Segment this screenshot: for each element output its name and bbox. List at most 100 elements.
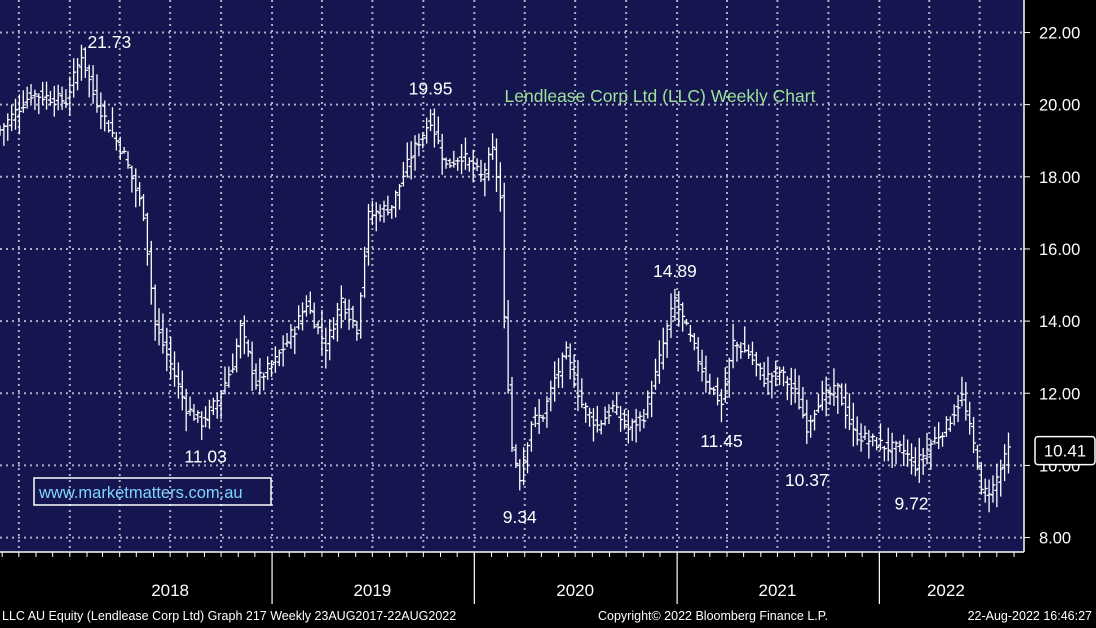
price-bar — [777, 366, 783, 386]
price-bar — [656, 340, 662, 384]
price-bar — [331, 317, 337, 340]
price-bar — [559, 352, 565, 388]
price-bar — [951, 404, 957, 426]
price-bar — [102, 100, 108, 132]
price-bar — [827, 386, 833, 405]
price-bar — [20, 90, 26, 113]
price-bar — [963, 382, 969, 421]
price-bar — [691, 333, 697, 351]
price-bar — [455, 157, 461, 171]
price-bar — [40, 81, 46, 106]
year-label: 2020 — [556, 581, 594, 600]
price-bar — [722, 367, 728, 403]
price-annotation: 11.03 — [184, 446, 227, 466]
last-price-label: 10.41 — [1044, 442, 1087, 461]
price-bar — [144, 212, 150, 266]
price-bar — [393, 190, 399, 218]
price-bar — [594, 405, 600, 433]
price-bar — [556, 358, 562, 389]
price-bar — [129, 165, 135, 193]
price-bar — [338, 285, 344, 329]
price-bar — [971, 416, 977, 454]
price-bar — [978, 462, 984, 495]
price-bar — [373, 202, 379, 232]
price-bar — [443, 157, 449, 169]
price-bar — [858, 423, 864, 452]
footer-copyright: Copyright© 2022 Bloomberg Finance L.P. — [598, 609, 828, 623]
price-bar — [676, 290, 682, 327]
price-bar — [718, 389, 724, 423]
price-bar — [850, 402, 856, 447]
price-bar — [738, 342, 744, 359]
price-bar — [796, 375, 802, 410]
price-bar — [753, 351, 759, 377]
price-bar — [86, 64, 92, 98]
price-bar — [164, 327, 170, 372]
price-bar — [303, 295, 309, 317]
footer-timestamp: 22-Aug-2022 16:46:27 — [967, 609, 1092, 623]
plot-background — [0, 0, 1024, 552]
price-bar — [781, 366, 787, 387]
price-bar — [587, 407, 593, 427]
price-bar — [901, 434, 907, 467]
price-bar — [288, 324, 294, 349]
y-tick-label: 18.00 — [1039, 169, 1080, 187]
price-bar — [94, 74, 100, 113]
price-bar — [307, 291, 313, 314]
price-bar — [385, 195, 391, 216]
price-annotation: 9.72 — [894, 494, 928, 514]
price-bar — [730, 323, 736, 369]
price-bar — [808, 415, 814, 438]
price-bar — [602, 406, 608, 426]
price-bar — [482, 162, 488, 197]
price-bar — [912, 447, 918, 477]
price-bar — [804, 399, 810, 445]
grid-lines — [0, 0, 1024, 552]
price-bar — [862, 425, 868, 441]
price-bar — [276, 349, 282, 367]
price-bar — [230, 353, 236, 374]
price-bar — [470, 149, 476, 183]
price-bar — [354, 320, 360, 341]
price-bar — [877, 423, 883, 451]
price-bar — [788, 367, 794, 406]
price-bar — [346, 299, 352, 330]
price-bar — [431, 108, 437, 148]
price-bar — [579, 378, 585, 408]
price-bar — [75, 58, 81, 91]
price-bar — [916, 437, 922, 483]
price-bar — [769, 372, 775, 399]
price-bar — [47, 90, 53, 106]
price-bar — [63, 89, 69, 108]
price-bar — [160, 313, 166, 354]
price-bar — [994, 463, 1000, 508]
price-bar — [645, 390, 651, 419]
price-bar — [823, 376, 829, 417]
price-bar — [133, 168, 139, 208]
price-bar — [497, 162, 503, 212]
price-bar — [214, 392, 220, 419]
last-price-tag: 10.41 — [1034, 435, 1096, 466]
price-annotation: 10.37 — [785, 470, 829, 490]
price-bar — [183, 388, 189, 432]
price-bar — [412, 135, 418, 171]
year-label: 2019 — [353, 581, 391, 600]
year-label: 2021 — [759, 581, 797, 600]
price-bar — [928, 439, 934, 470]
price-bar — [327, 319, 333, 361]
price-annotation: 9.34 — [503, 507, 537, 527]
price-bar — [854, 416, 860, 446]
price-bar — [226, 366, 232, 388]
price-bar — [67, 76, 73, 116]
price-bar — [664, 322, 670, 359]
price-bar — [203, 406, 209, 428]
price-bar — [199, 411, 205, 440]
price-annotation: 19.95 — [409, 78, 453, 98]
price-bar — [141, 194, 147, 222]
price-bar — [13, 98, 19, 130]
price-bar — [51, 85, 57, 117]
price-bar — [106, 120, 112, 133]
price-bar — [687, 324, 693, 343]
price-bar — [831, 368, 837, 407]
price-bar — [206, 399, 212, 429]
